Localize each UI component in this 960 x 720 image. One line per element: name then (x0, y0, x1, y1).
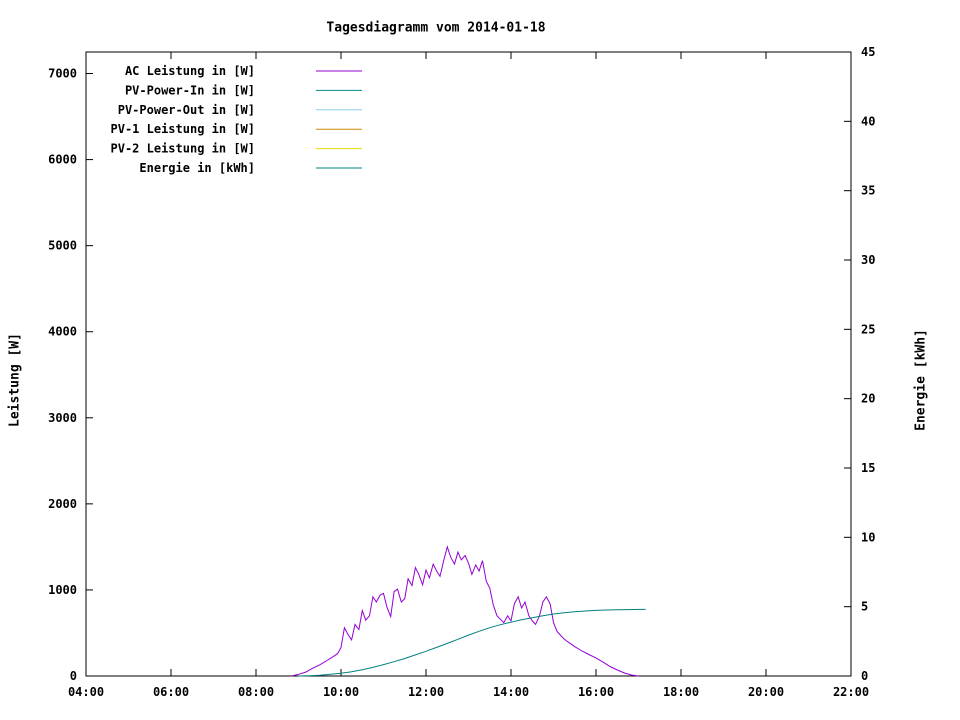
x-tick-label: 16:00 (578, 685, 614, 699)
legend-label: PV-Power-In in [W] (125, 83, 255, 97)
legend-label: PV-2 Leistung in [W] (111, 142, 256, 156)
y-left-tick-label: 1000 (48, 583, 77, 597)
x-tick-label: 18:00 (663, 685, 699, 699)
legend-label: PV-Power-Out in [W] (118, 103, 255, 117)
legend-label: Energie in [kWh] (139, 161, 255, 175)
x-tick-label: 14:00 (493, 685, 529, 699)
legend-label: AC Leistung in [W] (125, 64, 255, 78)
x-tick-label: 12:00 (408, 685, 444, 699)
y-left-tick-label: 3000 (48, 411, 77, 425)
y-left-tick-label: 0 (70, 669, 77, 683)
y-right-tick-label: 0 (861, 669, 868, 683)
y-right-tick-label: 15 (861, 461, 875, 475)
y-right-axis: 0 5 10 15 20 25 30 35 40 45 (844, 45, 875, 683)
y-left-axis: 0 1000 2000 3000 4000 5000 6000 7000 (48, 67, 93, 683)
y-left-tick-label: 6000 (48, 153, 77, 167)
x-tick-label: 20:00 (748, 685, 784, 699)
x-tick-label: 08:00 (238, 685, 274, 699)
y-right-tick-label: 20 (861, 392, 875, 406)
y-right-tick-label: 40 (861, 114, 875, 128)
legend-label: PV-1 Leistung in [W] (111, 122, 256, 136)
x-tick-label: 06:00 (153, 685, 189, 699)
chart-title: Tagesdiagramm vom 2014-01-18 (326, 20, 546, 36)
y-left-tick-label: 2000 (48, 497, 77, 511)
y-right-tick-label: 10 (861, 530, 875, 544)
x-tick-label: 22:00 (833, 685, 869, 699)
y-right-tick-label: 30 (861, 253, 875, 267)
x-tick-label: 04:00 (68, 685, 104, 699)
y-right-tick-label: 25 (861, 322, 875, 336)
y-left-tick-label: 7000 (48, 67, 77, 81)
y-left-tick-label: 4000 (48, 325, 77, 339)
plot-border (85, 51, 852, 677)
y-right-tick-label: 45 (861, 45, 875, 59)
y-left-tick-label: 5000 (48, 239, 77, 253)
x-axis: 04:00 06:00 08:00 10:00 12:00 14:00 16:00 18:00… (68, 52, 869, 699)
x-tick-label: 10:00 (323, 685, 359, 699)
y-right-tick-label: 35 (861, 184, 875, 198)
y-left-axis-title: Leistung [W] (7, 333, 23, 427)
legend: AC Leistung in [W] PV-Power-In in [W] PV-P… (111, 64, 362, 175)
series-energie (298, 608, 646, 677)
y-right-tick-label: 5 (861, 600, 868, 614)
y-right-axis-title: Energie [kWh] (913, 329, 929, 431)
series-ac_leistung (291, 545, 639, 677)
